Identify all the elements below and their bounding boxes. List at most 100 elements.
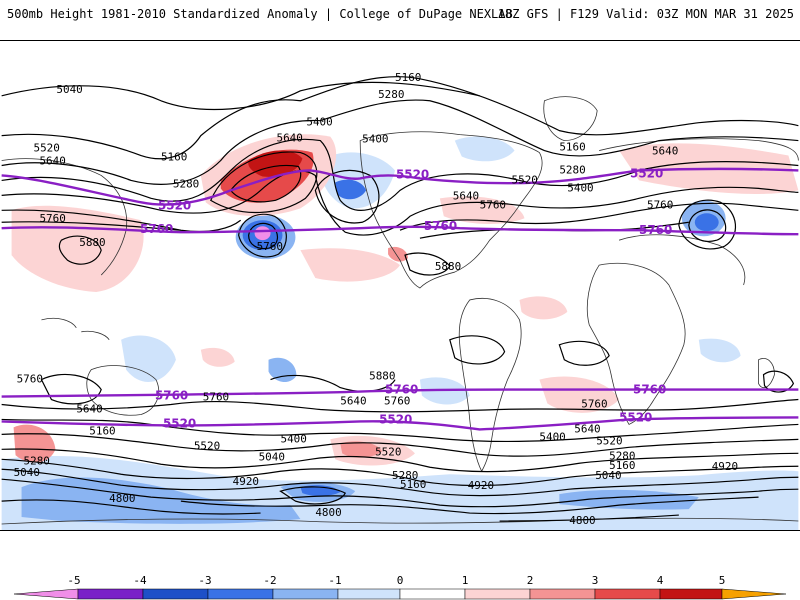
purple-label-5520-satl: 5520 — [379, 412, 412, 426]
label-5040-spac: 5040 — [259, 450, 285, 463]
label-5640-satl: 5640 — [574, 422, 600, 435]
label-5160-spac: 5160 — [400, 478, 426, 491]
contour-tropical-5880-b — [270, 374, 396, 392]
legend-color-bar — [13, 588, 787, 600]
pos-anomaly-south-pacific-core — [340, 441, 383, 458]
label-5160-satl: 5160 — [609, 459, 635, 472]
legend-tick: -5 — [67, 574, 80, 587]
label-5760-nam: 5760 — [480, 198, 506, 211]
purple-label-5760-satl: 5760 — [385, 383, 418, 397]
label-5400-satl: 5400 — [539, 430, 565, 443]
contour-north-5040 — [1, 81, 480, 111]
label-5400-nam: 5400 — [362, 133, 388, 146]
contour-north-5400 — [1, 138, 799, 211]
purple-label-5520-spac: 5520 — [163, 416, 196, 430]
contour-tropical-5880-d — [558, 340, 610, 366]
label-5640-eu: 5640 — [652, 145, 678, 158]
label-5640-w: 5640 — [39, 154, 65, 167]
label-5760-satl: 5760 — [581, 398, 607, 411]
contour-tropical-5880-c — [449, 335, 506, 365]
color-scale-legend: -5 -4 -3 -2 -1 0 1 2 3 4 5 — [13, 574, 787, 600]
highlight-contour-labels: 5520 5520 5520 5760 5760 5760 5760 5760 … — [140, 166, 672, 430]
legend-tick: 3 — [592, 574, 599, 587]
purple-label-5760-eu: 5760 — [639, 223, 672, 237]
legend-swatch-plus-3 — [594, 588, 661, 600]
contour-europe-low-ring1 — [678, 199, 736, 250]
label-5160-n: 5160 — [395, 71, 421, 84]
label-5400-spac: 5400 — [280, 432, 306, 445]
legend-tick: 4 — [657, 574, 664, 587]
coast-antarctica — [1, 517, 799, 525]
label-5160-sw: 5160 — [89, 424, 115, 437]
contour-east-asia-5880 — [58, 235, 102, 265]
contour-pacific-low-ring1 — [238, 213, 287, 258]
coastlines — [1, 96, 799, 525]
label-5280-asia: 5280 — [173, 177, 199, 190]
contour-north-5520 — [1, 170, 799, 236]
neg-anomaly-ne-pacific-core — [335, 179, 367, 200]
contour-ne-pacific-trough — [314, 169, 380, 224]
label-5040-satl: 5040 — [595, 469, 621, 482]
coast-australia — [86, 365, 160, 416]
purple-label-5520-asia: 5520 — [158, 198, 191, 212]
contour-south-4800 — [1, 486, 679, 522]
label-4920-satl: 4920 — [468, 479, 494, 492]
contour-pacific-low-ring2 — [248, 222, 278, 250]
label-4920-spac: 4920 — [233, 475, 259, 488]
label-5640-sw: 5640 — [76, 402, 102, 415]
legend-tick: 5 — [719, 574, 726, 587]
legend-swatch-minus-1 — [272, 588, 339, 600]
legend-tick: -4 — [133, 574, 147, 587]
neg-anomaly-pacific-low-core — [254, 226, 271, 241]
label-5640-npac: 5640 — [277, 132, 303, 145]
coast-madagascar — [758, 358, 775, 389]
label-4800-spac: 4800 — [315, 506, 341, 519]
label-5400-npac: 5400 — [306, 116, 332, 129]
label-5640-nam: 5640 — [453, 189, 479, 202]
contour-north-5160 — [1, 76, 799, 160]
legend-swatch-zero — [399, 588, 466, 600]
pos-anomaly-east-asia-light — [11, 205, 144, 292]
purple-contour-south-5760 — [1, 388, 799, 398]
purple-label-5760-spac: 5760 — [155, 389, 188, 403]
legend-swatch-minus-0 — [337, 588, 401, 600]
legend-swatch-minus-4 — [77, 588, 144, 600]
neg-anomaly-indian-ocean — [698, 338, 741, 363]
legend-swatch-lt-minus-5 — [13, 588, 79, 600]
label-5760-spac: 5760 — [203, 391, 229, 404]
contour-south-5280 — [1, 458, 799, 487]
label-5760-asia: 5760 — [39, 212, 65, 225]
contour-south-5040 — [1, 478, 799, 508]
label-5520-atl: 5520 — [512, 173, 538, 186]
purple-label-5760-nam: 5760 — [424, 219, 457, 233]
pos-anomaly-south-atlantic — [539, 376, 620, 413]
coast-north-america — [359, 131, 543, 289]
coast-africa — [586, 262, 686, 425]
purple-label-5760-npac: 5760 — [140, 222, 173, 236]
contour-south-5520 — [1, 433, 799, 457]
contour-south-5760 — [1, 398, 799, 413]
pos-anomaly-eastern-pacific-tropics — [300, 248, 400, 282]
label-5040-sw: 5040 — [14, 466, 40, 479]
label-5280-atl: 5280 — [559, 163, 585, 176]
legend-tick-labels: -5 -4 -3 -2 -1 0 1 2 3 4 5 — [67, 574, 725, 587]
coast-europe-asia — [1, 138, 799, 286]
pos-anomaly-southern-pacific-small — [200, 347, 235, 367]
purple-label-5760-sio: 5760 — [633, 383, 666, 397]
contour-south-4920 — [180, 496, 759, 515]
label-5280-satl: 5280 — [609, 449, 635, 462]
coast-indonesia — [41, 317, 110, 341]
label-5520-satl: 5520 — [596, 434, 622, 447]
label-4800-w: 4800 — [109, 492, 135, 505]
legend-swatch-plus-4 — [659, 588, 723, 600]
label-5880-spac: 5880 — [369, 370, 395, 383]
legend-tick: 1 — [462, 574, 469, 587]
pos-anomaly-north-pacific-ridge-core — [248, 150, 303, 177]
label-5520-spac2: 5520 — [375, 445, 401, 458]
legend-swatch-minus-2 — [207, 588, 274, 600]
label-5760-spac2: 5760 — [384, 395, 410, 408]
legend-tick: -3 — [198, 574, 211, 587]
coast-south-america — [458, 298, 522, 473]
contour-tropical-5880-a — [40, 373, 102, 405]
label-5400-atl: 5400 — [567, 181, 593, 194]
